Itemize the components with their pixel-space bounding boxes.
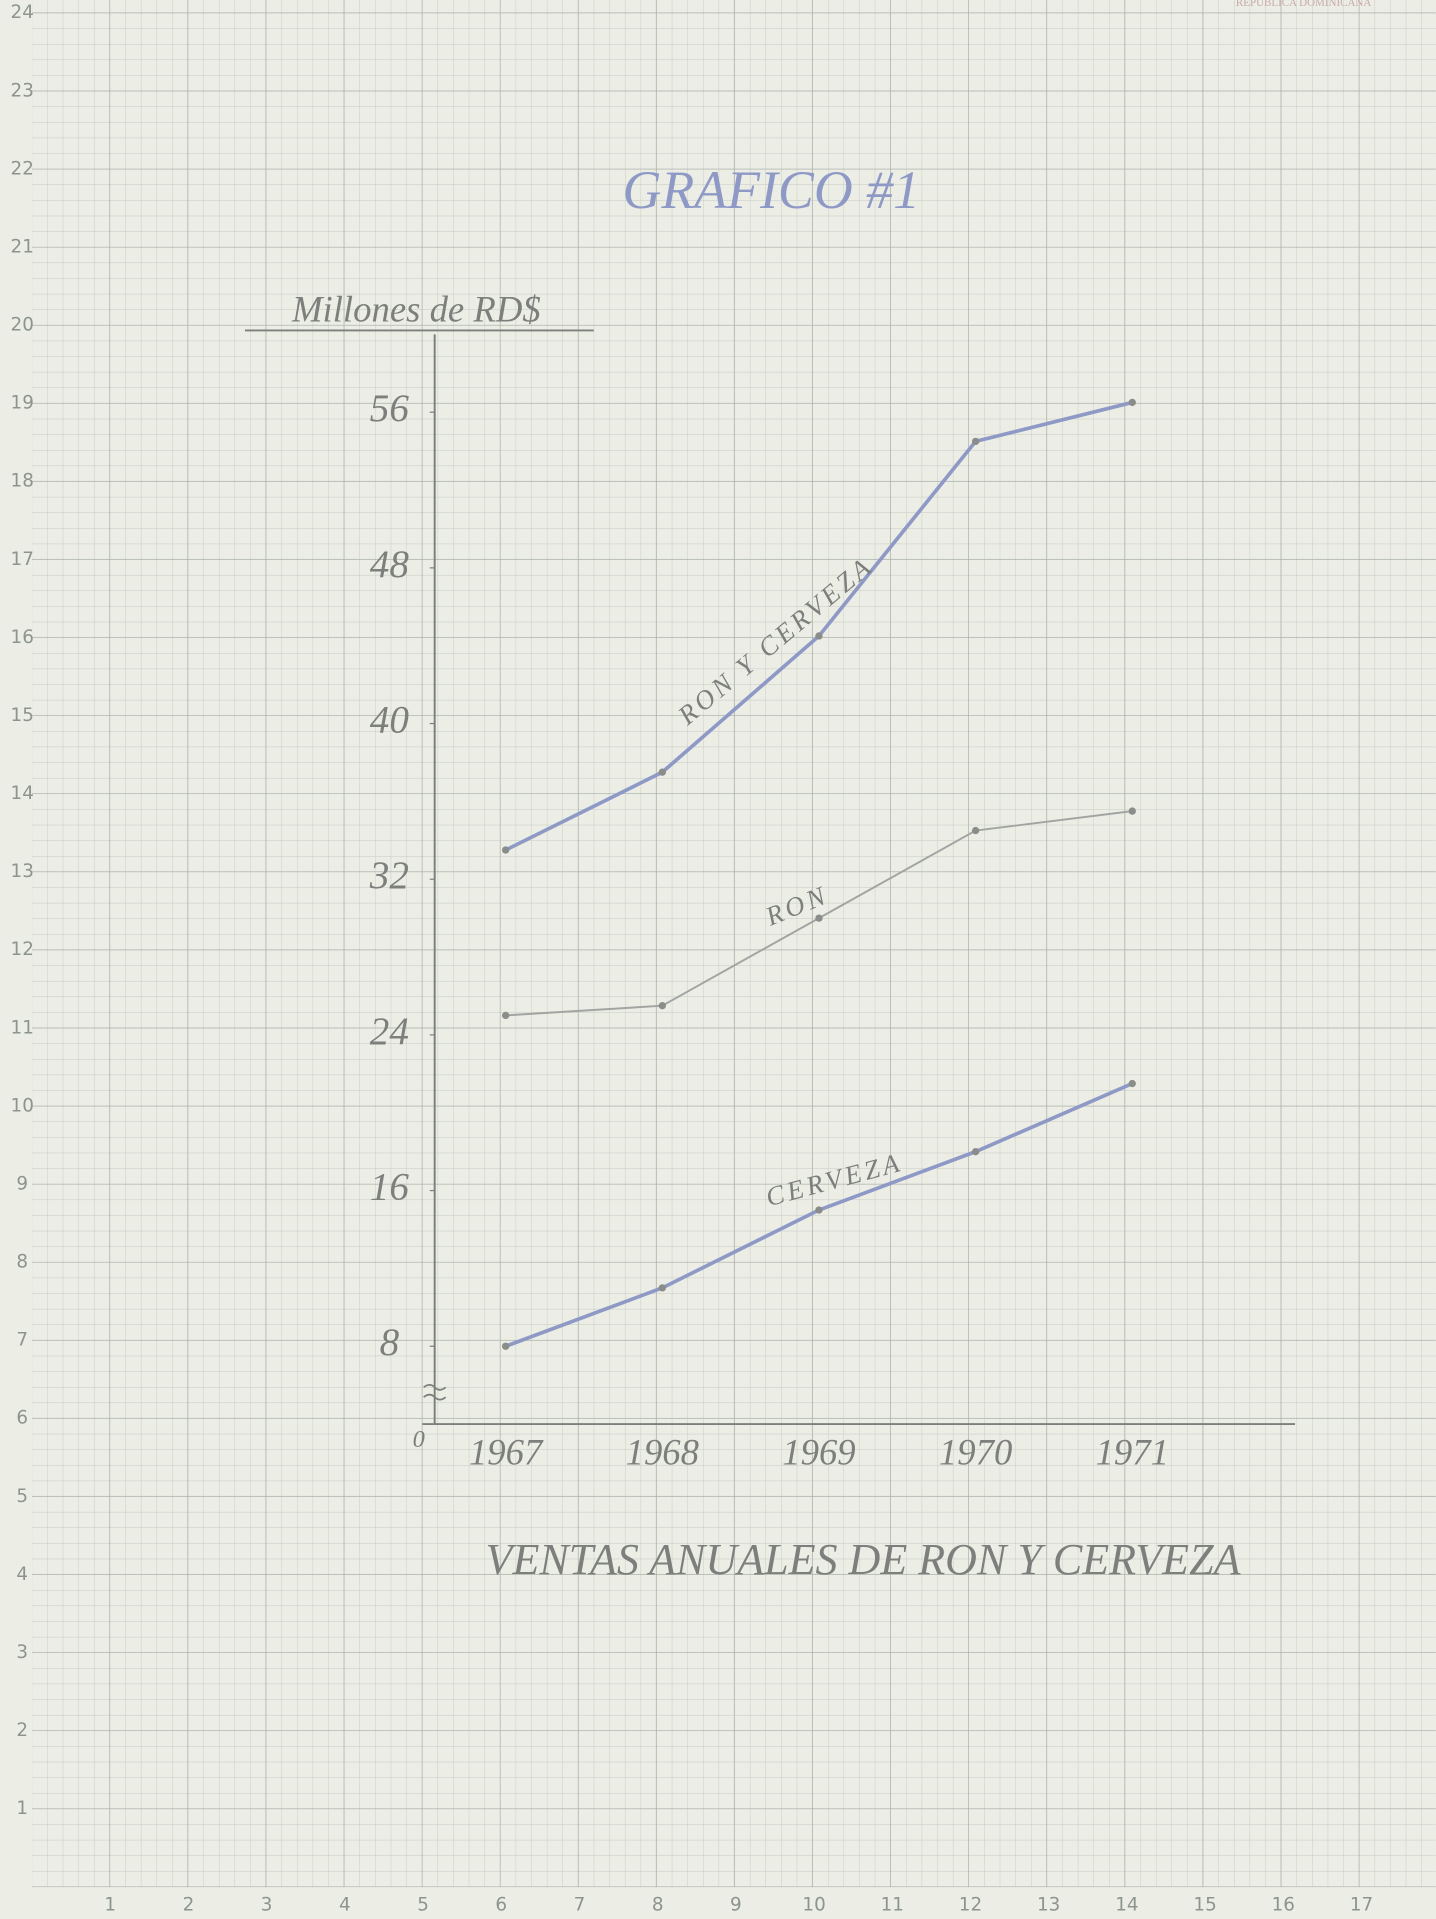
x-tick-label: 1970 bbox=[939, 1431, 1012, 1472]
paper-row-number: 9 bbox=[16, 1173, 28, 1194]
y-tick-label: 56 bbox=[370, 387, 410, 430]
paper-row-number: 12 bbox=[11, 939, 34, 960]
data-point bbox=[815, 1206, 823, 1214]
paper-row-number: 14 bbox=[11, 783, 34, 804]
paper-row-number: 3 bbox=[16, 1642, 28, 1663]
y-tick-label: 48 bbox=[370, 543, 410, 586]
paper-row-number: 4 bbox=[16, 1564, 28, 1585]
paper-column-number: 5 bbox=[417, 1895, 429, 1916]
paper-column-number: 2 bbox=[183, 1895, 195, 1916]
x-tick-label: 1969 bbox=[782, 1431, 855, 1472]
x-tick-label: 1971 bbox=[1096, 1431, 1169, 1472]
paper-row-number: 17 bbox=[11, 549, 34, 570]
paper-row-number: 18 bbox=[11, 471, 34, 492]
paper-row-number: 20 bbox=[11, 315, 34, 336]
paper-row-number: 6 bbox=[16, 1408, 28, 1429]
y-break-label: 0 bbox=[413, 1426, 425, 1453]
data-point bbox=[1128, 1079, 1136, 1088]
y-tick-label: 8 bbox=[380, 1321, 400, 1364]
data-point bbox=[815, 914, 823, 922]
data-point bbox=[501, 846, 510, 854]
paper-row-number: 24 bbox=[11, 2, 34, 23]
paper-column-number: 9 bbox=[730, 1895, 742, 1916]
paper-row-number: 15 bbox=[11, 705, 34, 726]
y-tick-label: 24 bbox=[370, 1010, 409, 1053]
data-point bbox=[501, 1342, 510, 1350]
paper-row-number: 2 bbox=[16, 1720, 28, 1741]
paper-column-number: 13 bbox=[1037, 1895, 1060, 1916]
data-point bbox=[971, 826, 980, 835]
paper-column-number: 1 bbox=[104, 1895, 116, 1916]
data-point bbox=[501, 1011, 510, 1020]
paper-column-number: 10 bbox=[802, 1895, 825, 1916]
paper-column-number: 8 bbox=[652, 1895, 664, 1916]
data-point bbox=[658, 768, 666, 776]
paper-column-number: 6 bbox=[495, 1895, 507, 1916]
x-tick-label: 1967 bbox=[469, 1431, 544, 1472]
paper-column-number: 4 bbox=[339, 1895, 351, 1916]
data-point bbox=[658, 1002, 666, 1010]
axis-break bbox=[423, 1384, 447, 1401]
major-grid bbox=[32, 0, 1436, 1888]
paper-row-number: 13 bbox=[11, 861, 34, 882]
y-axis-label: Millones de RD$ bbox=[291, 289, 541, 330]
paper-row-number: 7 bbox=[16, 1330, 28, 1351]
data-point bbox=[1128, 398, 1136, 407]
paper-row-number: 10 bbox=[11, 1095, 34, 1116]
paper-column-number: 17 bbox=[1350, 1895, 1373, 1916]
data-point bbox=[1128, 807, 1136, 815]
y-tick-label: 16 bbox=[370, 1166, 410, 1209]
x-axis-label: VENTAS ANUALES DE RON Y CERVEZA bbox=[486, 1535, 1242, 1584]
paper-column-number: 3 bbox=[261, 1895, 273, 1916]
paper-row-number: 23 bbox=[11, 80, 34, 101]
paper-row-number: 1 bbox=[16, 1798, 28, 1819]
paper-row-number: 8 bbox=[16, 1252, 28, 1273]
data-point bbox=[658, 1284, 666, 1292]
paper-column-number: 12 bbox=[959, 1895, 982, 1916]
data-point bbox=[971, 1147, 980, 1156]
paper-column-number: 11 bbox=[881, 1895, 904, 1916]
data-point bbox=[815, 632, 823, 640]
watermark: REPÚBLICA DOMINICANA bbox=[1236, 0, 1371, 9]
chart-title: GRAFICO #1 bbox=[622, 160, 920, 220]
y-tick-label: 40 bbox=[370, 699, 410, 742]
paper-row-number: 16 bbox=[11, 627, 34, 648]
paper-row-number: 5 bbox=[16, 1486, 28, 1507]
data-point bbox=[971, 437, 980, 446]
paper-row-number: 11 bbox=[11, 1017, 34, 1038]
paper-column-number: 16 bbox=[1272, 1895, 1295, 1916]
paper-column-number: 15 bbox=[1193, 1895, 1216, 1916]
x-tick-label: 1968 bbox=[626, 1431, 699, 1472]
y-tick-label: 32 bbox=[369, 854, 409, 897]
paper-row-number: 22 bbox=[11, 158, 34, 179]
paper-row-number: 19 bbox=[11, 393, 34, 414]
paper-row-number: 21 bbox=[11, 236, 34, 257]
paper-column-number: 7 bbox=[574, 1895, 586, 1916]
paper-column-number: 14 bbox=[1115, 1895, 1138, 1916]
